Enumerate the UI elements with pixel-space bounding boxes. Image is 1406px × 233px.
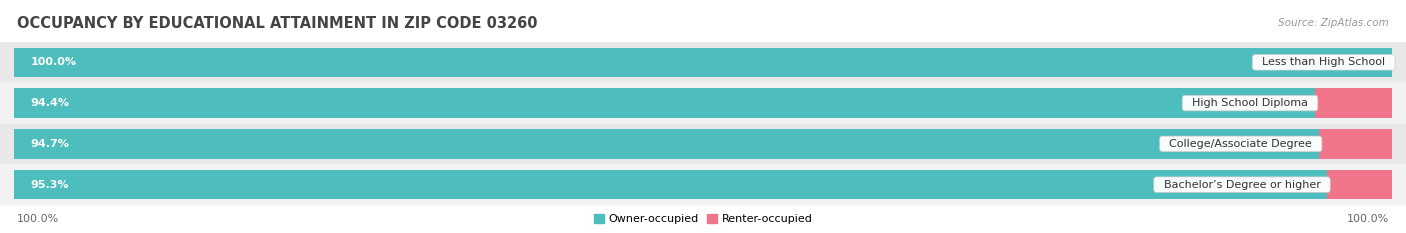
- Text: 94.4%: 94.4%: [31, 98, 69, 108]
- Legend: Owner-occupied, Renter-occupied: Owner-occupied, Renter-occupied: [589, 209, 817, 229]
- Text: 100.0%: 100.0%: [31, 57, 76, 67]
- Text: Source: ZipAtlas.com: Source: ZipAtlas.com: [1278, 18, 1389, 28]
- Text: 100.0%: 100.0%: [17, 214, 59, 224]
- Text: College/Associate Degree: College/Associate Degree: [1163, 139, 1319, 149]
- Bar: [14, 48, 1392, 77]
- Bar: [1319, 129, 1392, 158]
- FancyBboxPatch shape: [0, 123, 1406, 164]
- FancyBboxPatch shape: [0, 83, 1406, 123]
- Text: 100.0%: 100.0%: [1347, 214, 1389, 224]
- Bar: [1327, 170, 1392, 199]
- Text: 95.3%: 95.3%: [31, 180, 69, 190]
- Text: 94.7%: 94.7%: [31, 139, 69, 149]
- Bar: [1315, 88, 1392, 118]
- Text: Less than High School: Less than High School: [1256, 57, 1392, 67]
- Text: Bachelor’s Degree or higher: Bachelor’s Degree or higher: [1157, 180, 1327, 190]
- Text: OCCUPANCY BY EDUCATIONAL ATTAINMENT IN ZIP CODE 03260: OCCUPANCY BY EDUCATIONAL ATTAINMENT IN Z…: [17, 16, 537, 31]
- Bar: [14, 88, 1315, 118]
- FancyBboxPatch shape: [0, 42, 1406, 83]
- FancyBboxPatch shape: [0, 164, 1406, 205]
- Text: High School Diploma: High School Diploma: [1185, 98, 1315, 108]
- Bar: [14, 129, 1319, 158]
- Bar: [14, 170, 1327, 199]
